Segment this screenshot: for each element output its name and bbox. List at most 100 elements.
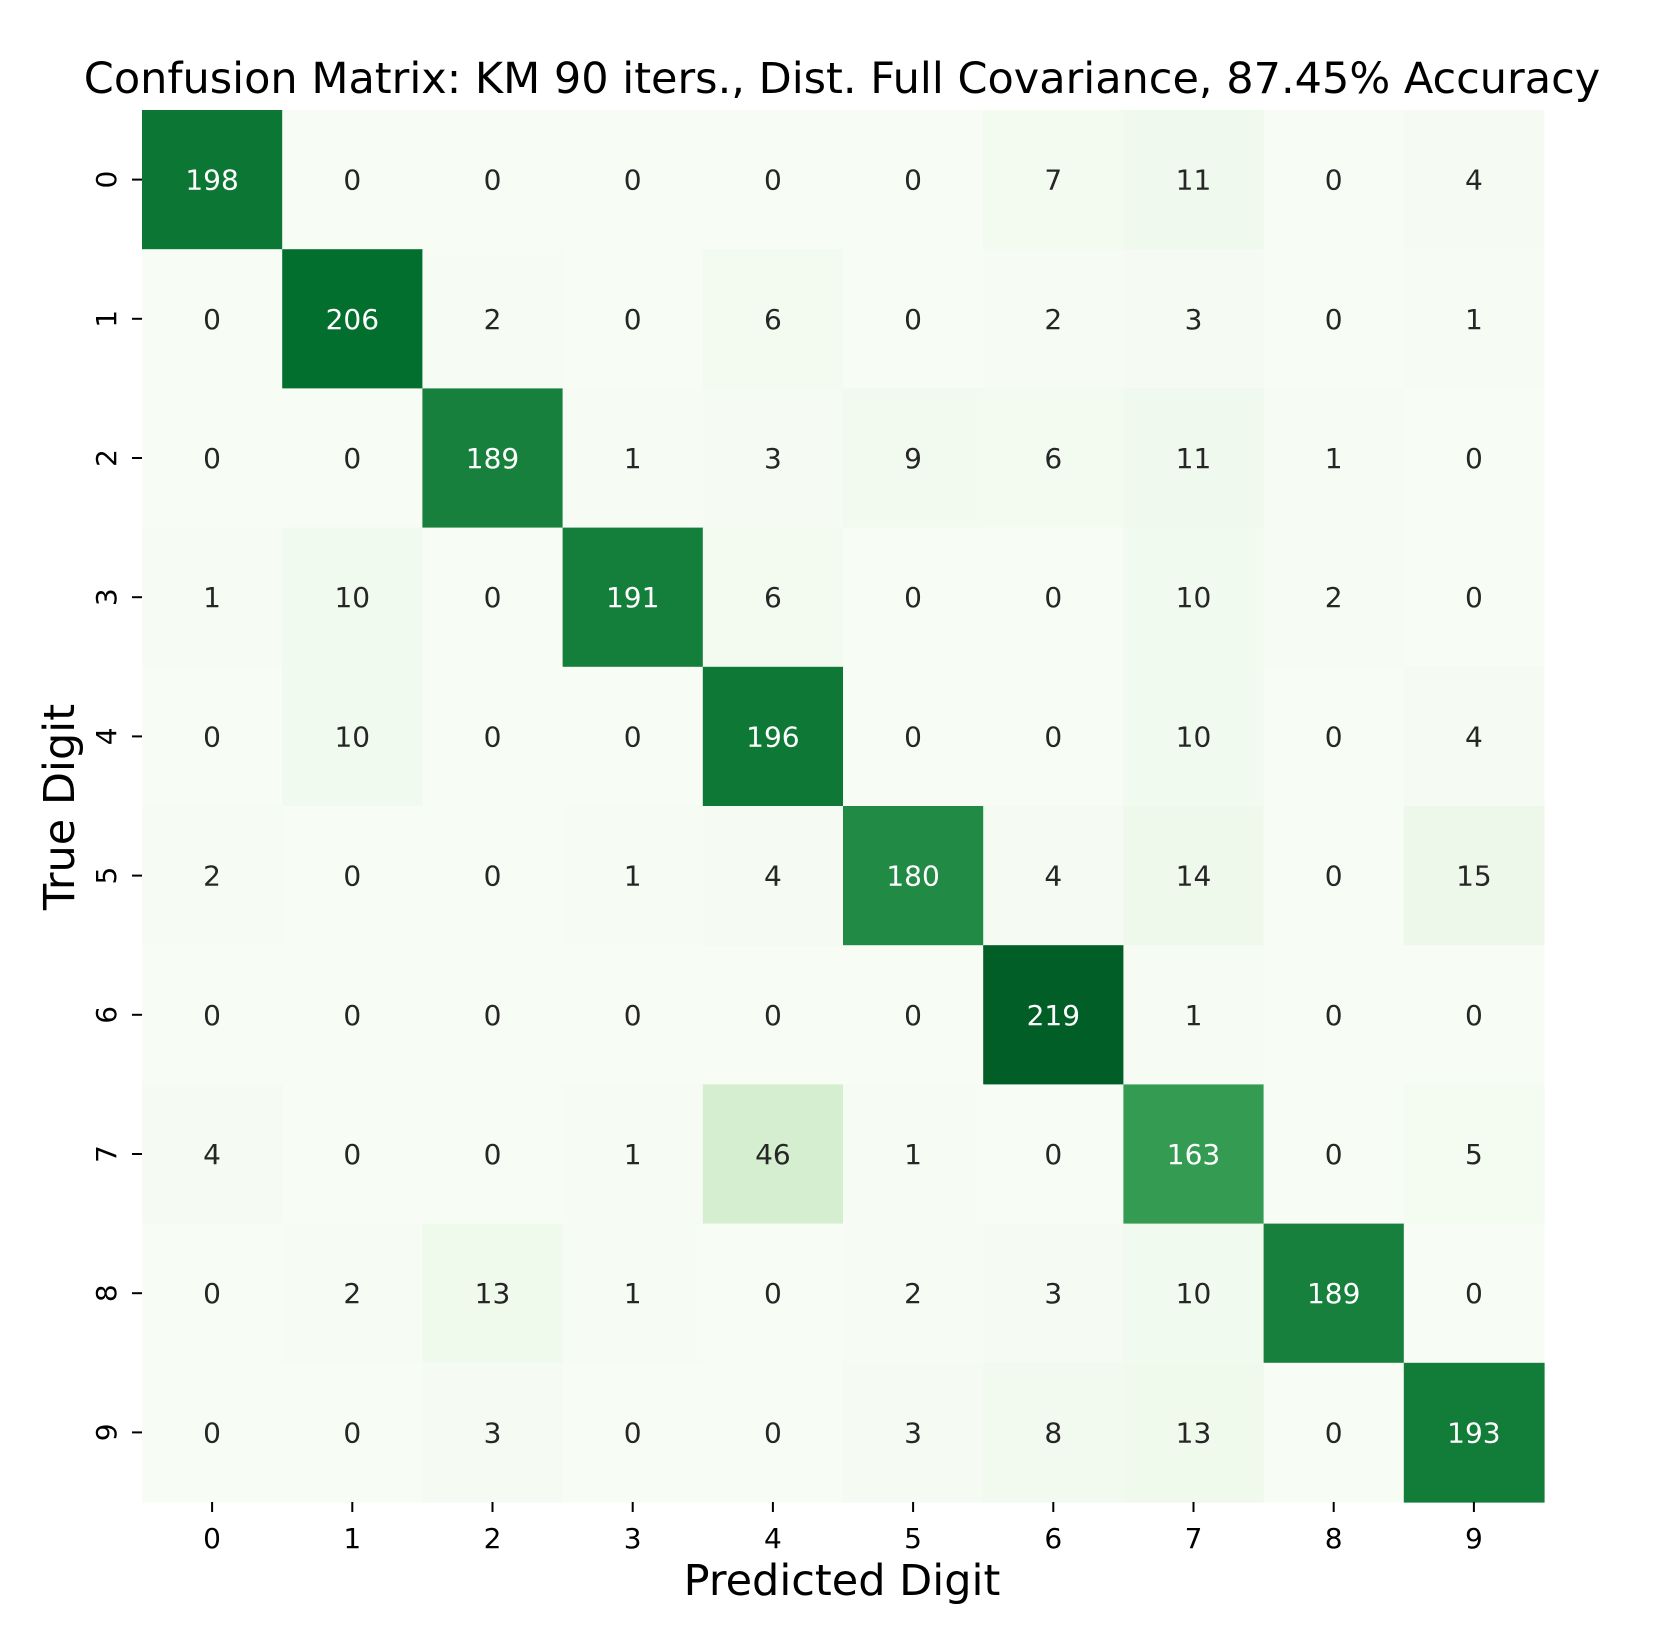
cell-value-r0-c7: 11 [1176, 164, 1212, 197]
y-tick-label-6: 6 [90, 1006, 123, 1024]
cell-value-r7-c7: 163 [1167, 1138, 1220, 1171]
cell-value-r6-c3: 0 [624, 999, 642, 1032]
cell-value-r7-c3: 1 [624, 1138, 642, 1171]
cell-value-r0-c4: 0 [764, 164, 782, 197]
heatmap-cell-r3-c7 [1123, 527, 1265, 668]
heatmap-cell-r4-c0 [142, 666, 283, 807]
heatmap-cell-r4-c4 [702, 666, 844, 807]
chart-title: Confusion Matrix: KM 90 iters., Dist. Fu… [84, 54, 1600, 104]
cell-value-r3-c3: 191 [606, 581, 659, 614]
heatmap-cell-r9-c9 [1403, 1362, 1545, 1503]
heatmap-cell-r2-c8 [1263, 388, 1405, 529]
cell-value-r9-c4: 0 [764, 1416, 782, 1449]
heatmap-cell-r9-c4 [702, 1362, 844, 1503]
y-tick-label-9: 9 [90, 1423, 123, 1441]
heatmap-cell-r6-c0 [142, 945, 283, 1085]
heatmap-cell-r0-c4 [702, 110, 844, 250]
cell-value-r4-c0: 0 [203, 720, 221, 753]
cell-value-r0-c3: 0 [624, 164, 642, 197]
cell-value-r2-c8: 1 [1325, 442, 1343, 475]
cell-value-r7-c8: 0 [1325, 1138, 1343, 1171]
cell-value-r4-c1: 10 [334, 720, 370, 753]
cell-value-r8-c5: 2 [904, 1277, 922, 1310]
x-axis-ticks: 0 1 2 3 4 5 6 7 8 9 [203, 1502, 1483, 1555]
heatmap-cell-r2-c5 [843, 388, 984, 529]
heatmap-cell-r8-c5 [843, 1223, 984, 1364]
heatmap-cell-r8-c2 [422, 1223, 564, 1364]
heatmap-cell-r8-c6 [983, 1223, 1124, 1364]
heatmap-cell-r5-c8 [1263, 806, 1405, 946]
heatmap-cell-r8-c7 [1123, 1223, 1265, 1364]
y-axis-ticks: 0 1 2 3 4 5 6 7 8 9 [90, 171, 142, 1441]
heatmap-cell-r4-c6 [983, 666, 1124, 807]
cell-value-r8-c0: 0 [203, 1277, 221, 1310]
heatmap-cell-r5-c3 [562, 806, 704, 946]
heatmap-cell-r3-c2 [422, 527, 564, 668]
cell-value-r9-c3: 0 [624, 1416, 642, 1449]
cell-value-r9-c1: 0 [343, 1416, 361, 1449]
heatmap-cell-r9-c6 [983, 1362, 1124, 1503]
heatmap-cell-r6-c3 [562, 945, 704, 1085]
cell-value-r5-c3: 1 [624, 860, 642, 893]
cell-value-r5-c8: 0 [1325, 860, 1343, 893]
x-tick-label-8: 8 [1325, 1522, 1343, 1555]
cell-value-r0-c8: 0 [1325, 164, 1343, 197]
cell-value-r4-c9: 4 [1465, 720, 1483, 753]
cell-value-r5-c6: 4 [1044, 860, 1062, 893]
cell-value-r0-c9: 4 [1465, 164, 1483, 197]
y-tick-label-2: 2 [90, 449, 123, 467]
cell-value-r4-c5: 0 [904, 720, 922, 753]
heatmap-cell-r7-c7 [1123, 1084, 1265, 1225]
heatmap-cell-r7-c0 [142, 1084, 283, 1225]
cell-value-r6-c4: 0 [764, 999, 782, 1032]
heatmap-cell-r0-c8 [1263, 110, 1405, 250]
cell-value-r1-c5: 0 [904, 303, 922, 336]
cell-value-r8-c8: 189 [1307, 1277, 1360, 1310]
x-tick-label-3: 3 [624, 1522, 642, 1555]
cell-value-r4-c7: 10 [1176, 720, 1212, 753]
y-tick-label-3: 3 [90, 588, 123, 606]
cell-value-r2-c6: 6 [1044, 442, 1062, 475]
heatmap-cell-r7-c8 [1263, 1084, 1405, 1225]
heatmap-cell-r1-c3 [562, 249, 704, 389]
heatmap-cell-r9-c2 [422, 1362, 564, 1503]
heatmap-cell-r5-c4 [702, 806, 844, 946]
heatmap-cell-r2-c2 [422, 388, 564, 529]
cell-value-r9-c8: 0 [1325, 1416, 1343, 1449]
x-tick-label-9: 9 [1465, 1522, 1483, 1555]
heatmap-cell-r1-c1 [282, 249, 423, 389]
x-tick-label-1: 1 [343, 1522, 361, 1555]
heatmap-cell-r1-c0 [142, 249, 283, 389]
cell-value-r6-c8: 0 [1325, 999, 1343, 1032]
heatmap-cell-r1-c4 [702, 249, 844, 389]
heatmap-cell-r9-c3 [562, 1362, 704, 1503]
heatmap-cell-r3-c5 [843, 527, 984, 668]
cell-value-r7-c2: 0 [484, 1138, 502, 1171]
cell-value-r1-c7: 3 [1185, 303, 1203, 336]
heatmap-cell-r4-c5 [843, 666, 984, 807]
cell-value-r6-c7: 1 [1185, 999, 1203, 1032]
cell-value-r3-c9: 0 [1465, 581, 1483, 614]
cell-value-r5-c7: 14 [1176, 860, 1212, 893]
cell-value-r7-c5: 1 [904, 1138, 922, 1171]
heatmap-cell-r3-c9 [1403, 527, 1545, 668]
cell-value-r0-c2: 0 [484, 164, 502, 197]
cell-value-r9-c0: 0 [203, 1416, 221, 1449]
y-tick-label-4: 4 [90, 727, 123, 745]
cell-value-r5-c2: 0 [484, 860, 502, 893]
heatmap-cell-r3-c1 [282, 527, 423, 668]
heatmap-cell-r6-c7 [1123, 945, 1265, 1085]
heatmap-cell-r6-c6 [983, 945, 1124, 1085]
cell-value-r3-c6: 0 [1044, 581, 1062, 614]
cell-value-r3-c2: 0 [484, 581, 502, 614]
heatmap-cell-r2-c1 [282, 388, 423, 529]
cell-value-r2-c1: 0 [343, 442, 361, 475]
heatmap-cell-r5-c6 [983, 806, 1124, 946]
heatmap-cell-r0-c6 [983, 110, 1124, 250]
heatmap-cell-r4-c7 [1123, 666, 1265, 807]
cell-value-r6-c5: 0 [904, 999, 922, 1032]
heatmap-cell-r5-c1 [282, 806, 423, 946]
x-axis-label: Predicted Digit [684, 1556, 1001, 1606]
cell-value-r8-c3: 1 [624, 1277, 642, 1310]
cell-value-r7-c0: 4 [203, 1138, 221, 1171]
